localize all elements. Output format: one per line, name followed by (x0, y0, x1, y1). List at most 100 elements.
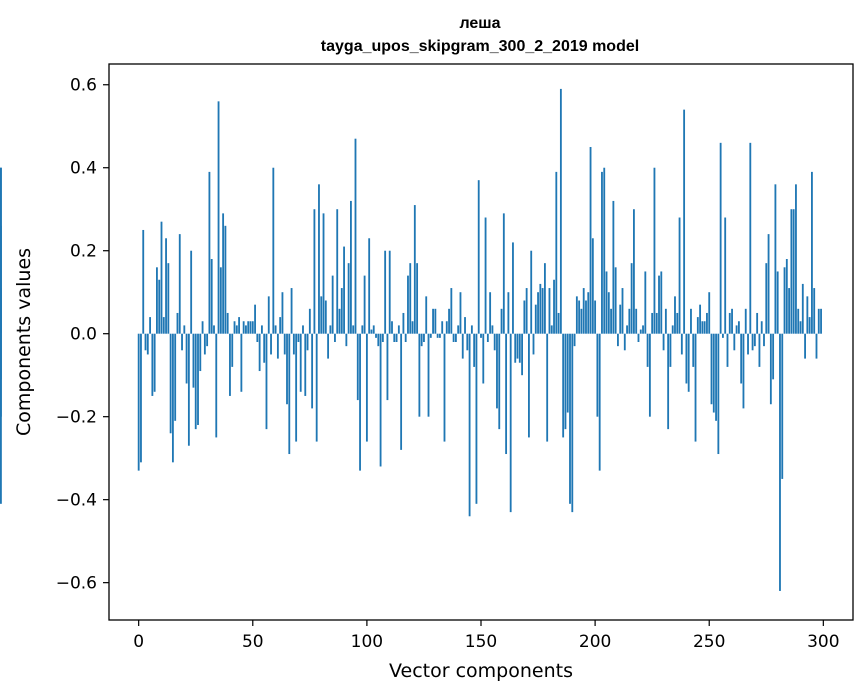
bar-211 (619, 304, 622, 334)
bar-249 (706, 312, 708, 334)
bar-59 (272, 167, 275, 334)
bar-147 (473, 333, 476, 367)
bar-18 (178, 234, 181, 334)
bar-202 (598, 333, 601, 471)
y-axis-label: Components values (13, 248, 35, 436)
bar-152 (484, 217, 487, 334)
bar-217 (633, 209, 635, 334)
bar-193 (578, 300, 581, 334)
chart-subtitle: tayga_upos_skipgram_300_2_2019 model (321, 38, 639, 55)
bar-124 (420, 333, 423, 347)
bar-292 (804, 333, 806, 359)
bar-133 (441, 321, 444, 334)
bar-99 (363, 275, 366, 334)
bar-225 (651, 312, 654, 334)
bar-252 (712, 333, 715, 413)
bar-280 (776, 271, 779, 334)
bar-30 (206, 333, 209, 347)
bar-127 (427, 333, 430, 417)
bar-75 (308, 308, 311, 334)
bar-172 (530, 250, 533, 334)
bar-166 (516, 333, 519, 359)
x-tick-label: 200 (579, 632, 611, 652)
bar-24 (192, 333, 195, 388)
bar-268 (749, 142, 752, 334)
bar-144 (466, 333, 469, 351)
bar-154 (489, 292, 492, 334)
bar-85 (331, 275, 334, 334)
bar-263 (737, 321, 740, 334)
bar-33 (213, 325, 215, 334)
bar-158 (498, 333, 501, 430)
bar-279 (774, 184, 777, 334)
x-tick-label: 250 (693, 632, 725, 652)
bar-105 (377, 333, 380, 347)
bar-283 (783, 267, 786, 334)
bar-67 (290, 288, 293, 334)
bar-27 (199, 333, 202, 372)
bar-234 (671, 325, 674, 334)
bar-191 (573, 333, 576, 347)
bar-11 (162, 317, 165, 334)
bar-7 (153, 333, 156, 392)
bar-106 (379, 333, 382, 467)
bar-35 (217, 101, 220, 334)
bar-74 (306, 333, 309, 351)
bar-201 (596, 333, 599, 417)
bar-61 (276, 333, 279, 359)
bar-289 (797, 308, 800, 334)
bar-194 (580, 308, 583, 334)
bar-104 (375, 333, 377, 338)
bar-203 (601, 171, 603, 334)
bar-121 (413, 205, 416, 334)
bar-100 (365, 333, 368, 442)
bar-46 (242, 321, 245, 334)
bar-214 (626, 325, 628, 334)
bar-267 (747, 333, 749, 355)
x-tick-label: 150 (465, 632, 497, 652)
bar-56 (265, 333, 268, 430)
bar-299 (820, 308, 822, 334)
bar-228 (658, 275, 660, 334)
bar-159 (500, 308, 503, 334)
bar-31 (208, 171, 211, 334)
bar-187 (564, 333, 567, 430)
bar-270 (753, 333, 756, 347)
bar-167 (518, 333, 521, 363)
bar-95 (354, 138, 357, 334)
bar-148 (475, 333, 478, 504)
bar-237 (678, 217, 681, 334)
bar-207 (610, 308, 612, 334)
y-axis-ticks: −0.6 −0.4 −0.2 0.0 0.2 0.4 0.6 (56, 76, 109, 594)
bar-72 (302, 325, 304, 334)
bar-271 (756, 312, 759, 334)
bar-276 (767, 234, 770, 334)
bar-125 (423, 333, 425, 342)
bar-84 (329, 325, 332, 334)
bar-10 (160, 221, 163, 334)
bar-244 (694, 333, 697, 442)
bar-298 (817, 308, 820, 334)
bar-242 (690, 308, 692, 334)
bar-111 (391, 321, 393, 334)
bar-42 (233, 321, 236, 334)
bar-58 (270, 333, 272, 355)
bar-183 (555, 171, 558, 334)
bar-135 (445, 321, 448, 334)
bar-143 (464, 317, 466, 334)
bar-140 (457, 325, 460, 334)
bar-22 (187, 333, 190, 446)
bar-218 (635, 308, 638, 334)
bar-129 (432, 308, 434, 334)
bar-21 (185, 333, 188, 384)
bar-65 (286, 333, 288, 405)
bar-98 (361, 325, 364, 334)
bar-216 (630, 263, 633, 334)
bar-157 (496, 333, 498, 409)
bar-239 (683, 109, 686, 334)
x-tick-label: 0 (133, 632, 144, 652)
bar-260 (731, 308, 733, 334)
bar-3 (144, 333, 147, 351)
bar-62 (279, 317, 282, 334)
bar-25 (194, 333, 197, 430)
